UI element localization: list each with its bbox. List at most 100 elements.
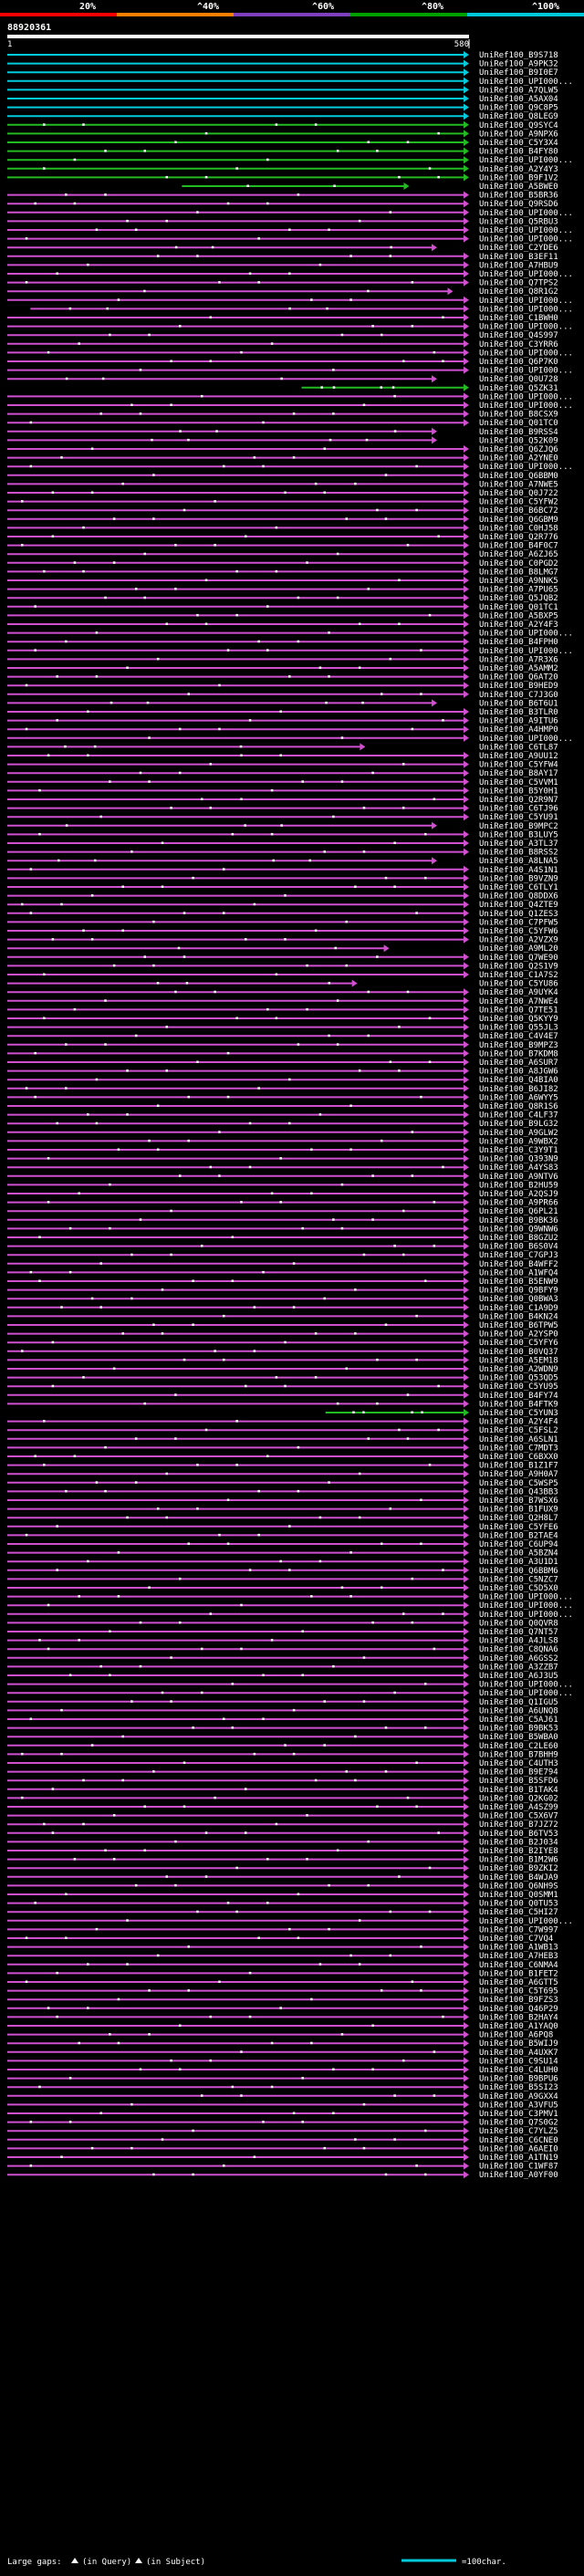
gap-marker — [170, 360, 172, 362]
gap-marker — [73, 158, 77, 162]
identity-scale-label: ^80% — [422, 2, 443, 12]
gap-marker — [301, 2077, 304, 2080]
gap-marker — [389, 211, 392, 214]
gap-marker — [349, 1104, 352, 1107]
hit-label: UniRef100_A1YAQ0 — [479, 2022, 558, 2031]
hit-arrowhead — [464, 1453, 469, 1460]
gap-marker — [187, 693, 191, 695]
gap-marker — [393, 841, 396, 844]
hit-arrowhead — [464, 208, 469, 216]
hit-arrowhead — [464, 646, 469, 654]
gap-marker — [411, 281, 414, 284]
query-gap-icon — [71, 2558, 78, 2563]
gap-marker — [428, 1866, 432, 1870]
gap-marker — [257, 237, 260, 240]
gap-marker — [110, 701, 113, 704]
gap-marker — [328, 438, 332, 442]
gap-marker — [306, 1858, 308, 1861]
gap-marker — [266, 605, 269, 608]
gap-marker — [420, 1498, 422, 1501]
hit-arrowhead — [464, 2074, 469, 2082]
gap-marker — [284, 1384, 287, 1388]
hit-arrowhead — [464, 1242, 469, 1250]
gap-marker — [78, 2041, 80, 2045]
gap-marker — [192, 876, 194, 880]
hit-label: UniRef100_B1Z1F7 — [479, 1462, 558, 1471]
gap-marker — [354, 482, 357, 485]
hit-arrowhead — [360, 743, 366, 751]
gap-marker — [380, 1139, 383, 1142]
hit-label: UniRef100_Q5KYY9 — [479, 1015, 558, 1024]
hit-arrowhead — [464, 1321, 469, 1329]
hit-arrowhead — [464, 1032, 469, 1040]
gap-marker — [222, 2164, 225, 2167]
gap-marker — [192, 2173, 194, 2176]
gap-marker — [156, 255, 160, 257]
hit-label: UniRef100_UPI000... — [479, 463, 573, 472]
hit-label: UniRef100_Q4ZTE9 — [479, 901, 558, 910]
hit-arrowhead — [464, 1286, 469, 1294]
gap-marker — [214, 500, 216, 503]
gap-marker — [420, 1542, 422, 1545]
gap-marker — [78, 1595, 80, 1598]
hit-arrowhead — [464, 103, 469, 111]
gap-marker — [433, 350, 436, 354]
hit-label: UniRef100_C3Y9T1 — [479, 1146, 558, 1155]
gap-marker — [380, 693, 383, 695]
gap-marker — [117, 1595, 120, 1598]
gap-marker — [121, 1735, 124, 1738]
hit-label: UniRef100_A9NTV6 — [479, 1173, 558, 1182]
gap-marker — [332, 386, 336, 389]
gap-marker — [38, 1236, 41, 1238]
gap-marker — [148, 1139, 151, 1142]
gap-marker — [349, 1595, 352, 1598]
gap-marker — [275, 123, 278, 126]
hit-arrowhead — [464, 1750, 469, 1758]
gap-marker — [420, 1095, 422, 1099]
hit-label: UniRef100_C6NMA4 — [479, 1961, 558, 1970]
gap-marker — [218, 683, 221, 687]
gap-marker — [262, 1717, 265, 1720]
hit-arrowhead — [464, 1768, 469, 1776]
gap-marker — [306, 1007, 308, 1011]
hit-arrowhead — [464, 1470, 469, 1478]
hit-arrowhead — [464, 402, 469, 409]
gap-marker — [345, 920, 349, 923]
gap-marker — [349, 298, 352, 301]
hit-label: UniRef100_C4LF37 — [479, 1111, 558, 1121]
hit-arrowhead — [464, 1916, 469, 1924]
hit-label: UniRef100_B6TPW5 — [479, 1321, 558, 1330]
hit-arrowhead — [464, 454, 469, 462]
gap-marker — [64, 745, 67, 748]
gap-marker — [442, 719, 444, 722]
gap-marker — [380, 386, 382, 389]
hit-arrowhead — [464, 489, 469, 496]
gap-marker — [112, 561, 116, 564]
gap-marker — [21, 544, 24, 547]
gap-marker — [240, 1603, 243, 1607]
gap-marker — [34, 1051, 36, 1055]
gap-marker — [406, 1393, 410, 1396]
gap-marker — [257, 1087, 260, 1090]
hit-label: UniRef100_B5WBA0 — [479, 1733, 558, 1742]
gap-marker — [253, 1306, 256, 1309]
hit-label: UniRef100_Q6BBM0 — [479, 472, 558, 481]
gap-marker — [226, 202, 230, 205]
hit-arrowhead — [464, 366, 469, 374]
gap-marker — [117, 2041, 120, 2045]
gap-marker — [34, 1455, 36, 1457]
gap-marker — [25, 237, 28, 240]
gap-marker — [246, 184, 249, 187]
gap-marker — [367, 289, 370, 293]
gap-marker — [239, 745, 243, 748]
hit-label: UniRef100_C7VQ4 — [479, 1935, 553, 1944]
hit-arrowhead — [464, 2030, 469, 2039]
gap-marker — [384, 876, 388, 880]
hit-label: UniRef100_B2IYE8 — [479, 1847, 558, 1856]
gap-marker — [358, 219, 361, 223]
hit-label: UniRef100_Q2H8L7 — [479, 1514, 558, 1523]
gap-marker — [87, 263, 89, 266]
hit-arrowhead — [464, 1672, 469, 1679]
gap-marker — [126, 1963, 129, 1966]
hit-label: UniRef100_B4FY80 — [479, 148, 558, 157]
